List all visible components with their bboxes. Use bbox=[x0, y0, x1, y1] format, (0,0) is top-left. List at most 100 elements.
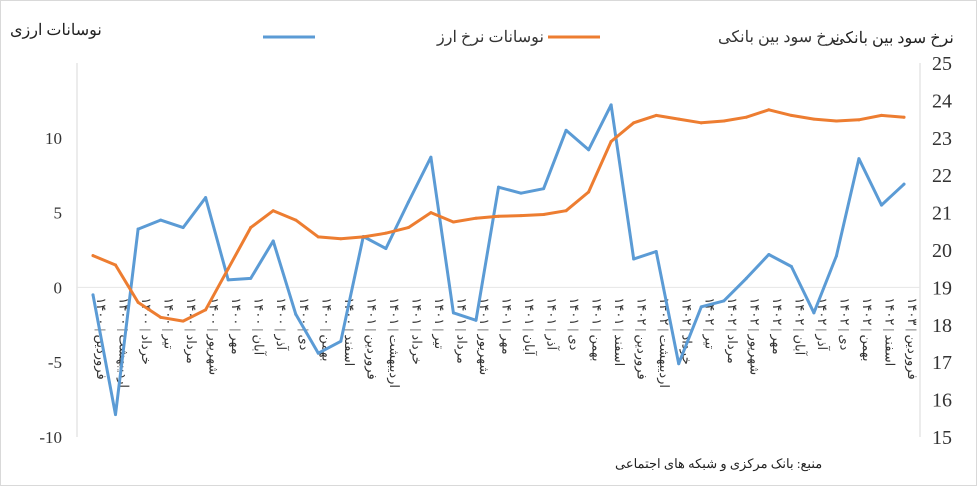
right-tick-label: 18 bbox=[932, 315, 952, 337]
currency-fluctuation-point bbox=[339, 339, 343, 343]
x-tick-label: ۱۴۰۱ | بهمن bbox=[589, 297, 605, 361]
interbank-rate-point bbox=[136, 300, 140, 304]
series-layer bbox=[77, 103, 920, 417]
interbank-rate-point bbox=[316, 235, 320, 239]
right-tick-label: 19 bbox=[932, 277, 952, 299]
currency-fluctuation-point bbox=[879, 203, 883, 207]
x-tick-label: ۱۴۰۲ | شهریور bbox=[746, 297, 762, 375]
interbank-rate-point bbox=[654, 113, 658, 117]
interbank-rate-point bbox=[834, 119, 838, 123]
interbank-rate-point bbox=[722, 119, 726, 123]
x-tick-label: ۱۴۰۲ | مهر bbox=[769, 297, 785, 354]
left-tick-label: 10 bbox=[45, 129, 62, 148]
x-tick-label: ۱۴۰۰ | خرداد bbox=[138, 297, 154, 364]
legend-label: نوسانات نرخ ارز bbox=[436, 29, 544, 46]
currency-fluctuation-point bbox=[789, 264, 793, 268]
interbank-rate-point bbox=[226, 267, 230, 271]
legend: نوسانات نرخ ارز نرخ سود بین بانکی bbox=[263, 29, 840, 46]
x-tick-label: ۱۴۰۲ | آبان bbox=[792, 297, 808, 356]
currency-fluctuation-point bbox=[451, 311, 455, 315]
left-tick-label: 5 bbox=[54, 204, 63, 223]
right-tick-label: 20 bbox=[932, 240, 952, 262]
x-tick-label: ۱۴۰۰ | دی bbox=[297, 297, 312, 350]
interbank-rate-point bbox=[677, 117, 681, 121]
x-tick-label: ۱۴۰۱ | اردیبهشت bbox=[386, 297, 402, 388]
x-tick-label: ۱۴۰۱ | مهر bbox=[499, 297, 515, 354]
currency-fluctuation-point bbox=[316, 351, 320, 355]
x-tick-label: ۱۴۰۲ | اردیبهشت bbox=[656, 297, 672, 388]
interbank-rate-point bbox=[497, 214, 500, 218]
right-tick-label: 25 bbox=[932, 53, 952, 75]
currency-fluctuation-point bbox=[632, 257, 636, 261]
currency-fluctuation-point bbox=[181, 226, 185, 230]
interbank-rate-point bbox=[204, 308, 208, 312]
x-tick-label: ۱۴۰۲ | آذر bbox=[814, 297, 831, 351]
left-tick-label: 0 bbox=[54, 278, 63, 297]
interbank-rate-point bbox=[114, 263, 118, 267]
interbank-rate-point bbox=[451, 220, 455, 224]
currency-fluctuation-point bbox=[857, 157, 861, 161]
interbank-rate-point bbox=[609, 140, 613, 144]
interbank-rate-point bbox=[429, 211, 433, 215]
x-tick-label: ۱۴۰۰ | آبان bbox=[252, 297, 268, 356]
interbank-rate-point bbox=[271, 209, 275, 213]
right-axis-title: نرخ سود بین بانکی bbox=[832, 30, 954, 47]
currency-fluctuation-point bbox=[294, 312, 298, 316]
interbank-rate-point bbox=[767, 108, 771, 112]
interbank-rate-point bbox=[812, 117, 816, 121]
x-tick-label: ۱۴۰۲ | فروردین bbox=[634, 297, 650, 379]
x-tick-label: ۱۴۰۱ | خرداد bbox=[408, 297, 424, 364]
interbank-rate-point bbox=[857, 118, 861, 122]
currency-fluctuation-point bbox=[677, 362, 681, 366]
source-note: منبع: بانک مرکزی و شبکه های اجتماعی bbox=[615, 456, 823, 471]
currency-fluctuation-point bbox=[744, 276, 748, 280]
x-tick-label: ۱۴۰۳ | فروردین bbox=[904, 297, 920, 379]
currency-fluctuation-point bbox=[271, 239, 275, 243]
currency-fluctuation-point bbox=[587, 148, 591, 152]
x-tick-label: ۱۴۰۱ | آبان bbox=[522, 297, 538, 356]
x-tick-label: ۱۴۰۲ | خرداد bbox=[679, 297, 695, 364]
currency-fluctuation-point bbox=[406, 200, 410, 204]
currency-fluctuation-point bbox=[767, 252, 771, 256]
right-axis-ticks: 15 16 17 18 19 20 21 22 23 24 25 bbox=[932, 53, 952, 449]
right-tick-label: 16 bbox=[932, 390, 952, 412]
currency-fluctuation-point bbox=[564, 128, 568, 132]
currency-fluctuation-point bbox=[204, 196, 208, 200]
legend-label: نرخ سود بین بانکی bbox=[718, 29, 840, 46]
right-tick-label: 17 bbox=[932, 352, 952, 374]
interbank-rate-point bbox=[902, 115, 906, 119]
x-tick-label: ۱۴۰۱ | مرداد bbox=[453, 297, 469, 363]
currency-fluctuation-point bbox=[699, 305, 703, 309]
x-tick-label: ۱۴۰۱ | اسفند bbox=[612, 297, 627, 366]
x-tick-label: ۱۴۰۲ | تیر bbox=[701, 297, 717, 349]
x-tick-label: ۱۴۰۲ | بهمن bbox=[859, 297, 875, 361]
interbank-rate-point bbox=[519, 214, 523, 218]
x-tick-label: ۱۴۰۱ | دی bbox=[567, 297, 582, 350]
currency-fluctuation-point bbox=[722, 299, 726, 303]
currency-fluctuation-point bbox=[429, 155, 433, 159]
interbank-rate-point bbox=[632, 121, 636, 125]
interbank-rate-point bbox=[587, 190, 591, 194]
left-axis-title: نوسانات ارزی bbox=[10, 22, 102, 39]
interbank-rate-point bbox=[249, 226, 253, 230]
interbank-rate-point bbox=[789, 113, 793, 117]
x-tick-label: ۱۴۰۰ | تیر bbox=[161, 297, 177, 349]
x-tick-label: ۱۴۰۱ | آذر bbox=[544, 297, 561, 351]
currency-fluctuation-point bbox=[114, 413, 118, 417]
right-tick-label: 23 bbox=[932, 128, 952, 150]
currency-fluctuation-point bbox=[474, 318, 478, 322]
interbank-rate-point bbox=[159, 315, 163, 319]
x-tick-label: ۱۴۰۰ | آذر bbox=[273, 297, 290, 351]
interbank-rate-point bbox=[181, 319, 185, 323]
right-tick-label: 21 bbox=[932, 203, 952, 225]
x-tick-label: ۱۴۰۰ | شهریور bbox=[206, 297, 222, 375]
left-tick-label: -5 bbox=[48, 353, 62, 372]
currency-fluctuation-point bbox=[519, 191, 523, 195]
currency-fluctuation-point bbox=[249, 276, 253, 280]
x-tick-label: ۱۴۰۱ | تیر bbox=[431, 297, 447, 349]
interbank-rate-point bbox=[699, 121, 703, 125]
right-tick-label: 22 bbox=[932, 165, 952, 187]
right-tick-label: 24 bbox=[932, 90, 952, 112]
